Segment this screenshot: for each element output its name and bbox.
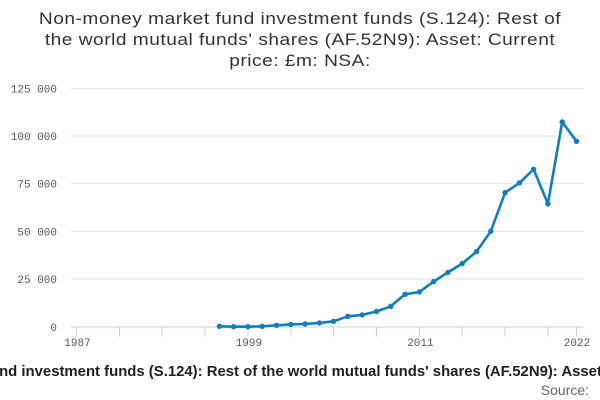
svg-text:75 000: 75 000 bbox=[17, 180, 57, 192]
svg-text:25 000: 25 000 bbox=[17, 275, 57, 287]
svg-text:50 000: 50 000 bbox=[17, 228, 57, 240]
svg-text:1987: 1987 bbox=[64, 338, 90, 350]
svg-text:125 000: 125 000 bbox=[11, 85, 57, 97]
svg-text:2011: 2011 bbox=[407, 338, 434, 350]
svg-text:2022: 2022 bbox=[564, 338, 590, 350]
svg-text:0: 0 bbox=[50, 323, 57, 335]
svg-text:1999: 1999 bbox=[236, 338, 262, 350]
svg-text:100 000: 100 000 bbox=[11, 132, 57, 144]
